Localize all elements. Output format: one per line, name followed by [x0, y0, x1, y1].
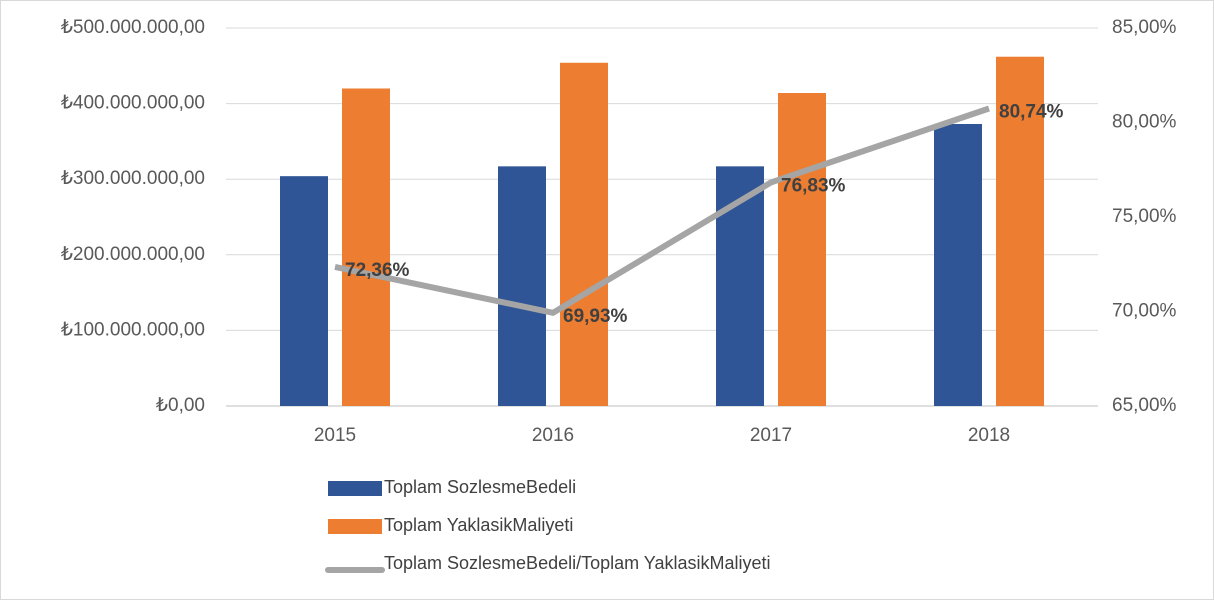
y-tick-label: ₺500.000.000,00	[61, 17, 205, 38]
bar	[498, 166, 546, 406]
bar	[778, 93, 826, 407]
legend-swatch	[328, 519, 382, 534]
x-tick-label: 2017	[750, 425, 792, 446]
data-label: 72,36%	[345, 260, 410, 281]
bar	[342, 88, 390, 406]
line	[334, 105, 990, 316]
y2-tick-label: 85,00%	[1112, 17, 1177, 38]
y-tick-label: ₺0,00	[156, 395, 205, 416]
y2-tick-label: 75,00%	[1112, 206, 1177, 227]
bar	[934, 124, 982, 407]
legend-label: Toplam YaklasikMaliyeti	[384, 515, 573, 535]
bar	[996, 56, 1044, 407]
x-tick-label: 2018	[968, 425, 1010, 446]
x-tick-label: 2016	[532, 425, 574, 446]
data-label: 80,74%	[999, 102, 1064, 123]
y2-tick-label: 70,00%	[1112, 301, 1177, 322]
y-tick-label: ₺100.000.000,00	[61, 319, 205, 340]
data-label: 69,93%	[563, 306, 628, 327]
legend-swatch	[328, 481, 382, 496]
y-tick-label: ₺400.000.000,00	[61, 93, 205, 114]
data-label: 76,83%	[781, 175, 846, 196]
y2-tick-label: 65,00%	[1112, 395, 1177, 416]
y-tick-label: ₺200.000.000,00	[61, 244, 205, 265]
legend-label: Toplam SozlesmeBedeli	[384, 477, 576, 497]
bar	[560, 62, 608, 406]
bar	[716, 166, 764, 406]
y-tick-label: ₺300.000.000,00	[61, 168, 205, 189]
y2-tick-label: 80,00%	[1112, 112, 1177, 133]
legend-label: Toplam SozlesmeBedeli/Toplam YaklasikMal…	[384, 553, 771, 573]
x-tick-label: 2015	[314, 425, 356, 446]
bar	[280, 176, 328, 406]
